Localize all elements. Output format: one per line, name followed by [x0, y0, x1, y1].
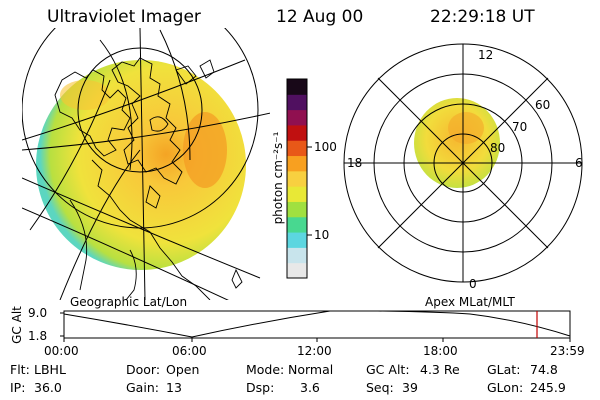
- auroral-oval-image: [414, 98, 500, 188]
- altitude-axis-label: GC Alt: [10, 306, 24, 344]
- intensity-colorbar: [286, 78, 312, 279]
- mode-label: Mode:: [246, 362, 285, 377]
- colorbar-unit-label: photon cm⁻²s⁻¹: [271, 131, 285, 225]
- colorbar-segment: [287, 94, 307, 111]
- apex-label: Apex MLat/MLT: [425, 295, 515, 309]
- colorbar-segment: [287, 201, 307, 218]
- image-time: 22:29:18 UT: [430, 7, 535, 27]
- filter-label: Flt:: [10, 362, 30, 377]
- glat-label: GLat:: [487, 362, 521, 377]
- altitude-curve: [63, 310, 571, 338]
- gc-alt-label: GC Alt:: [366, 362, 410, 377]
- time-tick-2359: 23:59: [550, 344, 585, 358]
- glat-value: 74.8: [530, 362, 558, 377]
- seq-value: 39: [402, 380, 418, 395]
- colorbar-segment: [287, 155, 307, 172]
- time-tick-1200: 12:00: [297, 344, 332, 358]
- colorbar-segment: [287, 124, 307, 141]
- colorbar-segment: [287, 170, 307, 187]
- colorbar-segment: [287, 79, 307, 95]
- ip-label: IP:: [10, 380, 26, 395]
- altitude-plot: [60, 310, 571, 342]
- mlat-label-70: 70: [512, 120, 528, 134]
- colorbar-tick-10: 10: [314, 228, 330, 242]
- door-label: Door:: [126, 362, 161, 377]
- colorbar-segment: [287, 262, 307, 279]
- mlat-label-80: 80: [490, 141, 506, 155]
- glon-value: 245.9: [530, 380, 566, 395]
- gc-alt-value: 4.3 Re: [420, 362, 460, 377]
- mode-value: Normal: [288, 362, 334, 377]
- dsp-value: 3.6: [300, 380, 320, 395]
- colorbar-segment: [287, 247, 307, 264]
- polar-plot: [343, 43, 583, 283]
- geographic-label: Geographic Lat/Lon: [70, 295, 188, 309]
- time-tick-0000: 00:00: [44, 344, 79, 358]
- colorbar-segment: [287, 186, 307, 202]
- gain-value: 13: [166, 380, 182, 395]
- door-value: Open: [166, 362, 200, 377]
- ip-value: 36.0: [34, 380, 62, 395]
- mlt-label-6: 6: [575, 156, 583, 170]
- geographic-image: [22, 28, 270, 300]
- mlt-label-18: 18: [347, 156, 363, 170]
- instrument-title: Ultraviolet Imager: [47, 7, 201, 27]
- glon-label: GLon:: [487, 380, 524, 395]
- colorbar-segment: [287, 109, 307, 126]
- colorbar-segment: [287, 216, 307, 233]
- mlat-label-60: 60: [535, 98, 551, 112]
- dsp-label: Dsp:: [246, 380, 275, 395]
- mlt-label-0: 0: [469, 277, 477, 291]
- seq-label: Seq:: [366, 380, 394, 395]
- time-tick-0600: 06:00: [172, 344, 207, 358]
- filter-value: LBHL: [34, 362, 66, 377]
- altitude-tick-high: 9.0: [28, 306, 48, 320]
- time-tick-1800: 18:00: [423, 344, 458, 358]
- coastlines: [54, 57, 243, 300]
- gain-label: Gain:: [126, 380, 159, 395]
- colorbar-segment: [287, 232, 307, 248]
- mlt-label-12: 12: [478, 48, 494, 62]
- colorbar-tick-100: 100: [314, 140, 337, 154]
- image-date: 12 Aug 00: [276, 7, 364, 27]
- altitude-tick-low: 1.8: [28, 329, 48, 343]
- colorbar-segment: [287, 140, 307, 157]
